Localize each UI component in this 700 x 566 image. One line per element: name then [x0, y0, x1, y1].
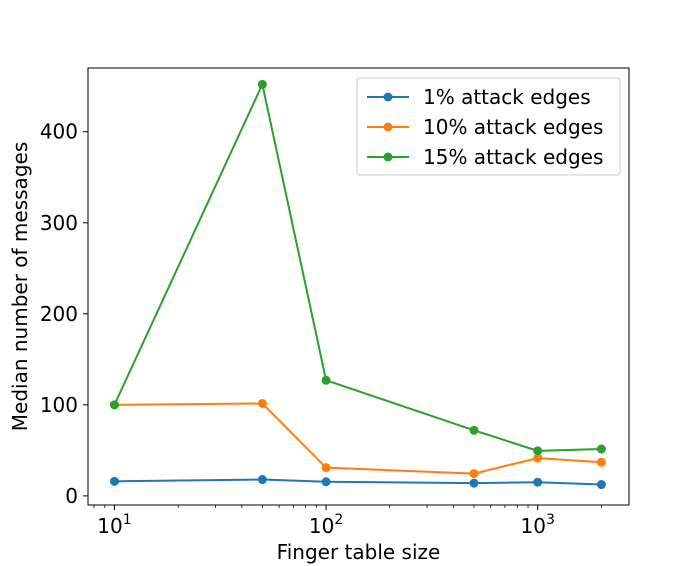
legend-frame — [356, 77, 621, 176]
legend-swatch-marker — [383, 152, 393, 162]
legend-swatch-marker — [383, 92, 393, 102]
data-point — [533, 453, 543, 463]
data-point — [596, 444, 606, 454]
y-tick-label: 200 — [40, 302, 78, 326]
x-tick-label-exponent: 1 — [123, 512, 132, 528]
series-line-2 — [114, 402, 602, 475]
y-tick-label: 0 — [65, 484, 78, 508]
y-tick-label: 100 — [40, 393, 78, 417]
legend: 1% attack edges 10% attack edges 15% attac… — [356, 77, 621, 176]
legend-entry-label: 10% attack edges — [423, 115, 603, 139]
plot-frame — [87, 67, 630, 506]
legend-entry-label: 15% attack edges — [423, 145, 603, 169]
series-line-1 — [114, 478, 602, 486]
data-point — [533, 446, 543, 456]
data-point — [596, 480, 606, 490]
x-tick-label-base: 10 — [309, 514, 334, 538]
x-tick-label-base: 10 — [521, 514, 546, 538]
legend-entry-label: 1% attack edges — [423, 85, 591, 109]
x-axis-label: Finger table size — [277, 540, 441, 564]
x-tick-label-base: 10 — [97, 514, 122, 538]
data-point — [109, 400, 119, 410]
data-point — [533, 477, 543, 487]
data-point — [257, 79, 267, 89]
x-tick-label-exponent: 2 — [334, 512, 343, 528]
series-line-3 — [113, 81, 602, 452]
data-point — [321, 375, 331, 385]
x-tick-label-exponent: 3 — [546, 512, 555, 528]
data-point — [469, 469, 479, 479]
data-point — [257, 398, 267, 408]
x-tick-label: 103 — [521, 512, 555, 538]
y-tick-label: 400 — [40, 120, 78, 144]
x-tick-label: 102 — [309, 512, 343, 538]
x-tick-label: 101 — [97, 512, 131, 538]
y-tick-label: 300 — [40, 211, 78, 235]
data-point — [596, 457, 606, 467]
legend-swatch-marker — [383, 122, 393, 132]
data-point — [469, 478, 479, 488]
data-point — [109, 476, 119, 486]
data-point — [469, 425, 479, 435]
series-group — [109, 79, 606, 490]
y-axis-label: Median number of messages — [8, 142, 32, 431]
data-point — [321, 463, 331, 473]
data-point — [321, 477, 331, 487]
data-point — [257, 475, 267, 485]
